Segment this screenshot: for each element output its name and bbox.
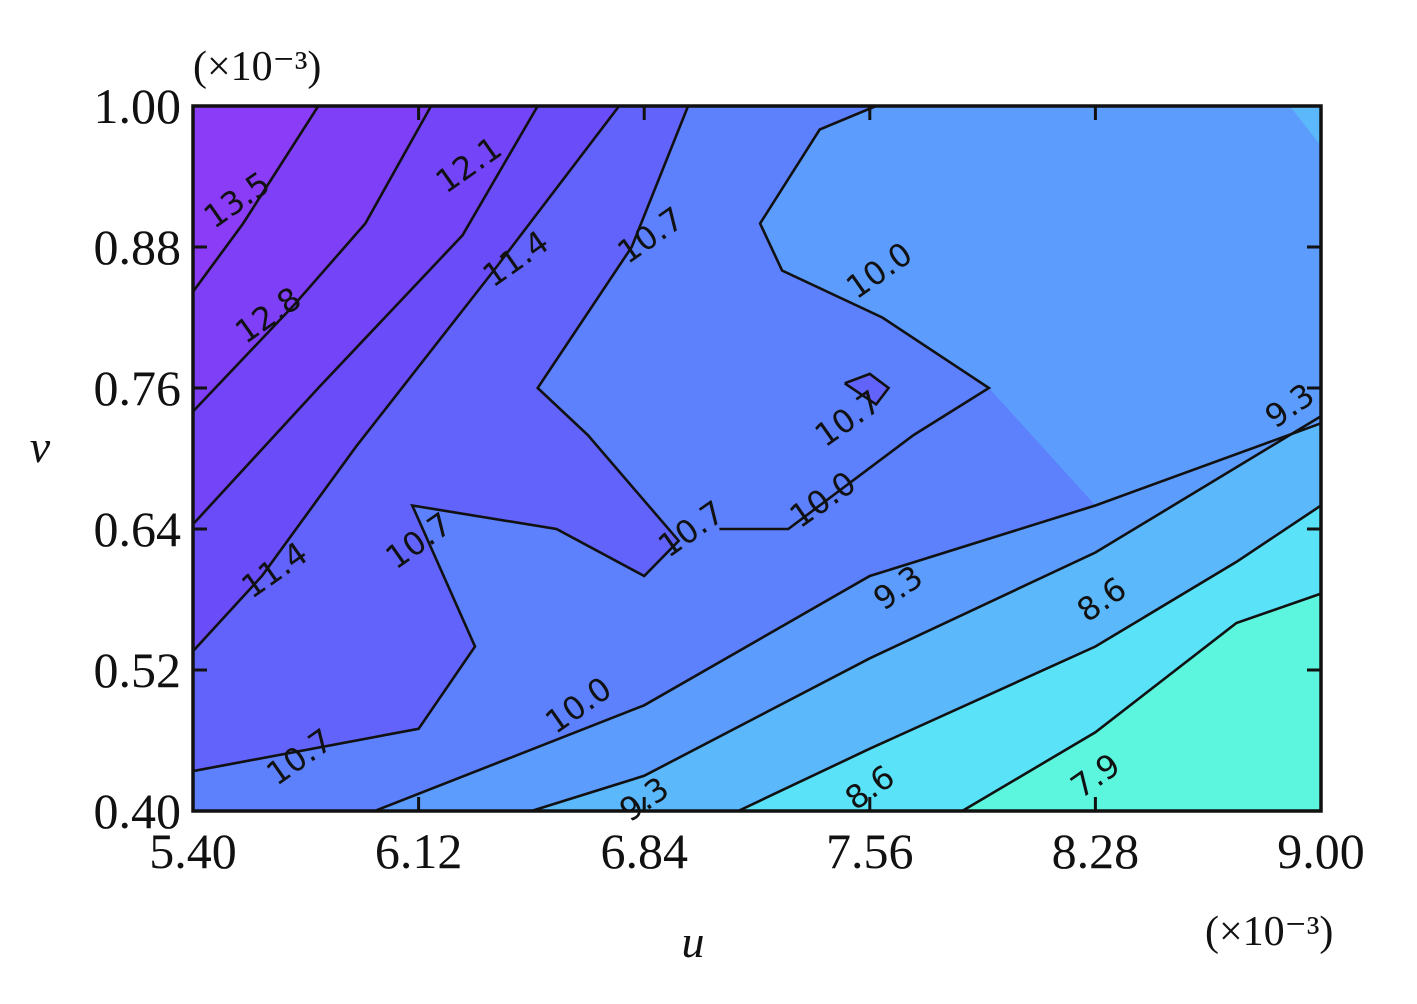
contour-line-10 bbox=[719, 106, 992, 531]
y-tick-label: 0.64 bbox=[94, 501, 182, 557]
contour-line-11.4 bbox=[193, 106, 621, 653]
x-tick-label: 6.84 bbox=[600, 823, 688, 879]
x-tick-label: 9.00 bbox=[1277, 823, 1365, 879]
x-tick-label: 7.56 bbox=[826, 823, 914, 879]
contour-line-12.8 bbox=[193, 106, 433, 413]
band-right-9.3-10.0 bbox=[760, 106, 1321, 506]
axis-ticks-layer: 5.40 6.12 6.84 7.56 8.28 9.00 0.40 0.52 0.64 0.76… bbox=[94, 78, 1365, 879]
contour-line-12.1 bbox=[193, 106, 539, 526]
contour-line-10.7 bbox=[843, 372, 891, 407]
contour-lines-layer bbox=[193, 106, 1321, 811]
y-tick-label: 0.88 bbox=[94, 219, 182, 275]
band-10.0-10.7 bbox=[193, 106, 989, 811]
y-tick-label: 0.76 bbox=[94, 360, 182, 416]
contour-line-9.3 bbox=[531, 415, 1321, 811]
contour-line-8.6 bbox=[737, 504, 1321, 811]
band-diamond-10.7 bbox=[844, 373, 889, 405]
band-gt-13.5 bbox=[193, 106, 319, 292]
contour-line-13.5 bbox=[193, 106, 320, 293]
contour-line-7.9 bbox=[961, 592, 1321, 811]
contour-line-10.7 bbox=[193, 106, 690, 773]
plot-frame bbox=[191, 104, 1323, 813]
x-tick-label: 8.28 bbox=[1052, 823, 1140, 879]
y-tick-label: 0.40 bbox=[94, 783, 182, 839]
x-tick-label: 6.12 bbox=[375, 823, 463, 879]
x-axis-multiplier: (×10⁻³) bbox=[1205, 909, 1333, 955]
x-axis-label: u bbox=[682, 916, 705, 967]
y-tick-label: 1.00 bbox=[94, 78, 182, 134]
band-corner-8.6-9.3 bbox=[1289, 106, 1321, 146]
y-tick-label: 0.52 bbox=[94, 642, 182, 698]
y-axis-multiplier: (×10⁻³) bbox=[193, 44, 321, 90]
contour-fill-layer bbox=[193, 106, 1321, 811]
y-axis-label: v bbox=[30, 421, 51, 472]
contour-line-10 bbox=[374, 422, 1321, 811]
x-tick-label: 5.40 bbox=[149, 823, 237, 879]
